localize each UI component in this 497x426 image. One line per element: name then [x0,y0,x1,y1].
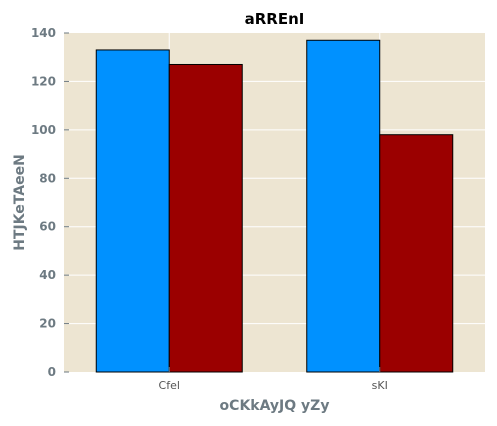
y-axis: 0 20 40 60 80 100 120 140 [31,26,69,379]
y-tick-label: 140 [31,26,56,40]
bar [168,63,243,373]
bar [95,49,170,373]
y-tick-label: 20 [39,317,56,331]
y-axis-label: HTJKeTAeeN [12,154,28,251]
x-tick-label: Cfel [159,379,180,392]
y-tick-label: 40 [39,268,56,282]
y-tick-label: 100 [31,123,56,137]
bar [306,39,381,373]
x-axis-label: oCKkAyJQ yZy [220,398,330,414]
bar [379,134,454,373]
y-tick-label: 80 [39,171,56,185]
x-tick-label: sKI [372,379,388,392]
y-tick-label: 60 [39,220,56,234]
bars [95,39,454,373]
chart-title: aRREnI [245,10,305,28]
y-tick-label: 120 [31,74,56,88]
y-tick-label: 0 [48,365,56,379]
x-axis: Cfel sKI [159,367,388,392]
